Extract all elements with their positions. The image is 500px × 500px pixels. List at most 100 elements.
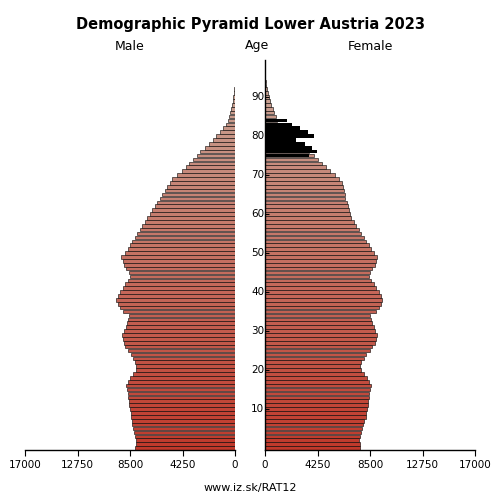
Text: Demographic Pyramid Lower Austria 2023: Demographic Pyramid Lower Austria 2023 <box>76 18 424 32</box>
Bar <box>265 400 368 403</box>
Bar <box>265 423 363 426</box>
Bar <box>265 267 372 270</box>
Text: 50: 50 <box>251 248 264 258</box>
Bar <box>148 216 235 220</box>
Bar <box>265 126 282 130</box>
Bar <box>196 154 235 158</box>
Bar <box>124 263 235 266</box>
Bar <box>132 240 235 243</box>
Bar <box>265 122 280 126</box>
Bar <box>265 236 364 239</box>
Bar <box>234 88 235 91</box>
Bar <box>124 341 235 344</box>
Bar <box>265 80 266 83</box>
Bar <box>265 84 266 87</box>
Bar <box>265 232 362 235</box>
Bar <box>265 404 368 407</box>
Bar <box>265 99 270 102</box>
Bar <box>265 294 381 298</box>
Bar <box>182 170 235 173</box>
Bar <box>130 274 235 278</box>
Bar <box>265 126 300 130</box>
Bar <box>265 220 354 224</box>
Bar <box>133 372 235 376</box>
Bar <box>265 349 370 352</box>
Bar <box>265 368 362 372</box>
Bar <box>122 333 235 336</box>
Bar <box>265 446 360 450</box>
Bar <box>265 240 366 243</box>
Bar <box>265 208 349 212</box>
Bar <box>136 438 235 442</box>
Bar <box>265 115 276 118</box>
Bar <box>265 150 317 154</box>
Bar <box>265 134 289 138</box>
Bar <box>265 224 356 228</box>
Bar <box>265 252 374 255</box>
Bar <box>265 442 360 446</box>
Bar <box>135 360 235 364</box>
Text: 80: 80 <box>251 131 264 141</box>
Bar <box>129 400 235 403</box>
Bar <box>265 259 376 262</box>
Bar <box>136 368 235 372</box>
Bar <box>118 302 235 306</box>
Bar <box>122 259 235 262</box>
Bar <box>124 330 235 333</box>
Bar <box>230 111 235 114</box>
Text: 20: 20 <box>251 365 264 375</box>
Bar <box>138 232 235 235</box>
Bar <box>172 177 235 180</box>
Bar <box>265 146 312 150</box>
Text: 90: 90 <box>251 92 264 102</box>
Bar <box>186 166 235 169</box>
Bar <box>265 189 344 192</box>
Text: 60: 60 <box>251 209 264 219</box>
Bar <box>265 278 371 282</box>
Bar <box>128 349 235 352</box>
Bar <box>177 174 235 177</box>
Bar <box>128 392 235 395</box>
Bar <box>128 380 235 384</box>
Text: 40: 40 <box>251 287 264 297</box>
Bar <box>130 404 235 407</box>
Bar <box>128 278 235 282</box>
Bar <box>216 134 235 138</box>
Bar <box>118 294 235 298</box>
Bar <box>167 185 235 188</box>
Bar <box>265 341 375 344</box>
Bar <box>193 158 235 161</box>
Bar <box>265 326 374 329</box>
Bar <box>265 216 352 220</box>
Bar <box>265 154 314 158</box>
Bar <box>126 384 235 388</box>
Bar <box>122 286 235 290</box>
Bar <box>126 326 235 329</box>
Text: Age: Age <box>246 40 270 52</box>
Bar <box>226 122 235 126</box>
Bar <box>265 314 370 317</box>
Bar <box>265 255 378 258</box>
Bar <box>142 224 235 228</box>
Bar <box>157 200 235 204</box>
Bar <box>265 286 376 290</box>
Bar <box>265 248 371 251</box>
Bar <box>265 92 268 95</box>
Bar <box>231 107 235 110</box>
Bar <box>265 337 376 340</box>
Bar <box>265 142 304 146</box>
Bar <box>126 267 235 270</box>
Bar <box>265 204 348 208</box>
Bar <box>265 376 367 380</box>
Bar <box>154 204 235 208</box>
Bar <box>265 364 360 368</box>
Bar <box>265 196 345 200</box>
Bar <box>120 290 235 294</box>
Bar <box>265 352 366 356</box>
Bar <box>200 150 235 154</box>
Bar <box>135 446 235 450</box>
Bar <box>265 166 326 169</box>
Bar <box>265 130 308 134</box>
Bar <box>265 150 310 154</box>
Bar <box>265 274 369 278</box>
